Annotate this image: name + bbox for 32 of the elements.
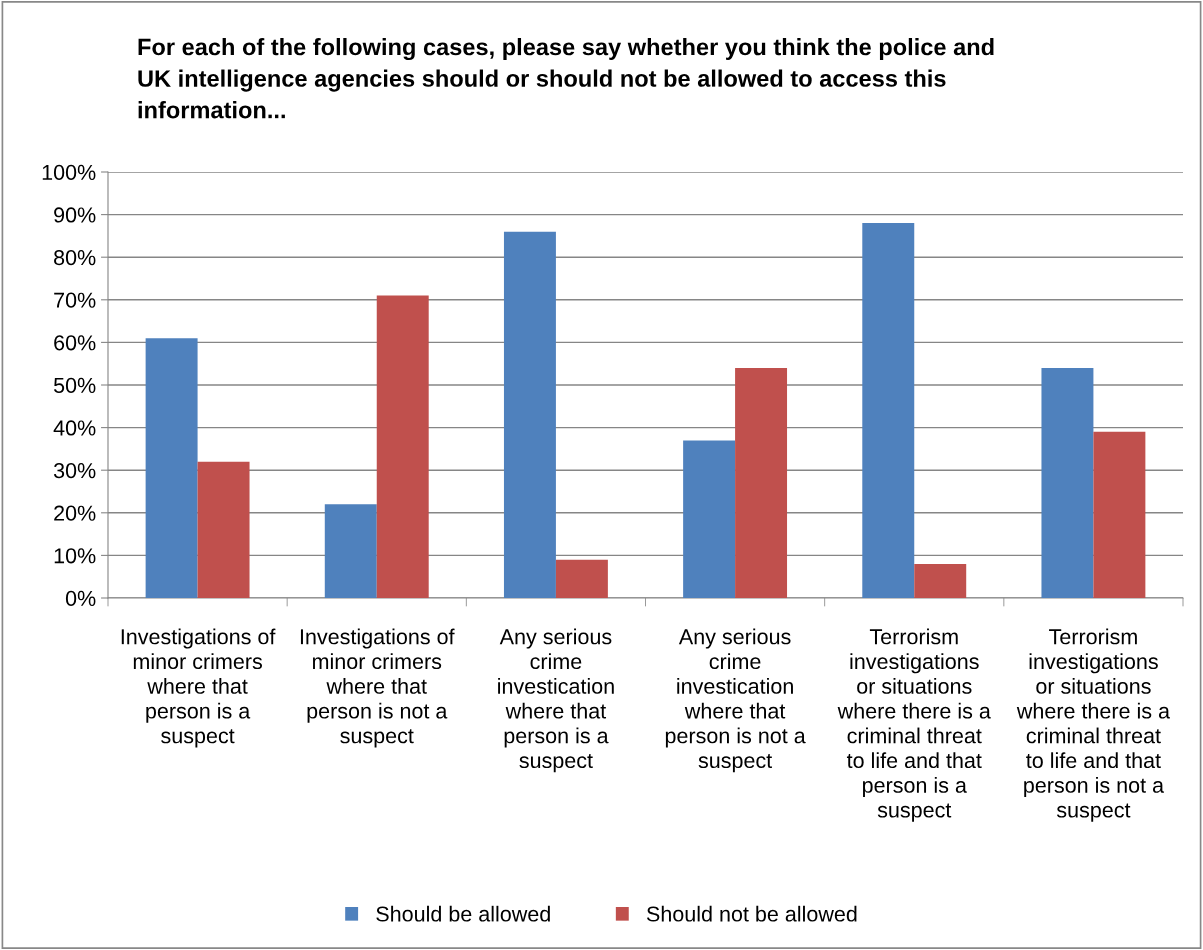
bar	[555, 559, 608, 598]
x-tick-label: Investigations of minor crimers where that person is not a suspect	[300, 628, 455, 748]
bar	[683, 440, 736, 598]
x-tick-label: Terrorism investigations or situations where there is a criminal threat to life and that person is a suspect	[837, 628, 991, 822]
x-tick-label: Terrorism investigations or situations where there is a criminal threat to life and that person is not a suspect	[1016, 628, 1170, 822]
y-tick-label: 90%	[54, 207, 96, 223]
bar	[1093, 431, 1146, 598]
y-tick-label: 100%	[42, 164, 96, 181]
y-tick-label: 10%	[54, 548, 96, 564]
bar	[503, 231, 556, 598]
y-tick-label: 40%	[53, 420, 96, 436]
legend-label: Should be allowed	[376, 905, 550, 922]
legend-label: Should not be allowed	[646, 905, 857, 922]
bar	[735, 367, 788, 598]
bar	[376, 295, 429, 598]
y-tick-label: 80%	[54, 249, 96, 266]
bar	[914, 563, 967, 598]
x-tick-label: Investigations of minor crimers where that person is a suspect	[121, 628, 276, 748]
y-tick-label: 60%	[54, 335, 96, 351]
y-tick-label: 30%	[53, 462, 96, 479]
bar	[145, 338, 198, 598]
chart-title: For each of the following cases, please say whether you think the police and UK intelligence agencies should or should not be allowed to access this information...	[138, 38, 994, 119]
x-tick-label: Any serious crime investication where that person is not a suspect	[665, 628, 806, 773]
y-tick-label: 70%	[54, 292, 96, 308]
x-tick-label: Any serious crime investication where that person is a suspect	[498, 628, 614, 773]
bar	[1041, 367, 1094, 598]
y-tick-label: 0%	[65, 590, 96, 607]
bar	[197, 461, 250, 598]
y-tick-label: 50%	[53, 377, 96, 394]
bar	[862, 223, 915, 598]
bar	[324, 504, 377, 598]
y-tick-label: 20%	[54, 505, 96, 521]
